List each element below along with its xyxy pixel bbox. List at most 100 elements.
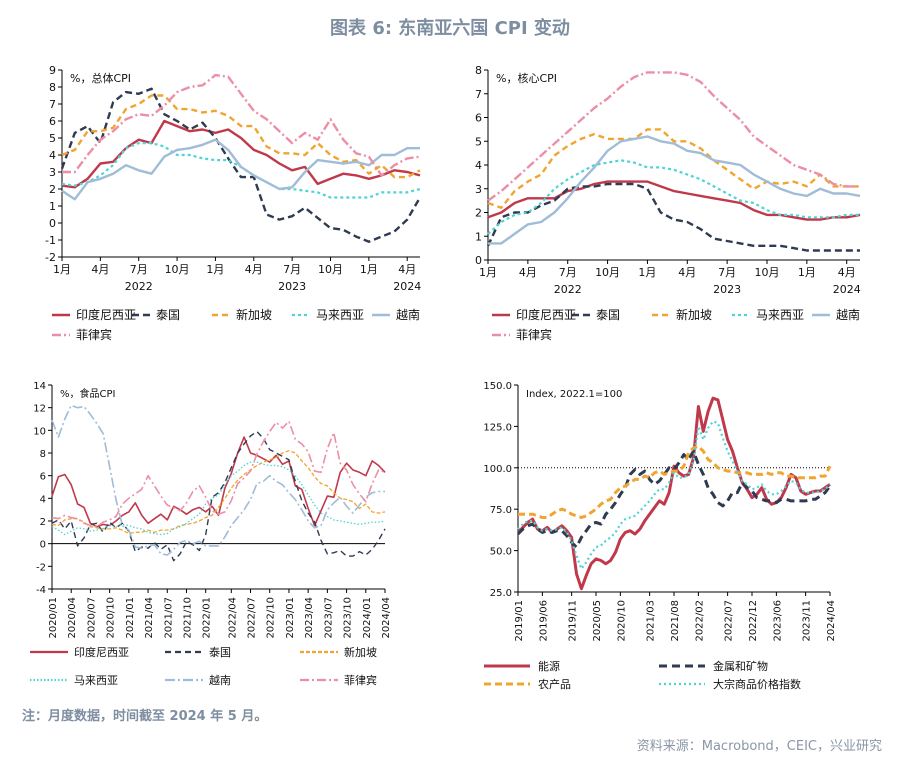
- x-tick-label: 2021/01: [125, 597, 136, 639]
- y-tick-label: 5: [49, 132, 56, 145]
- x-tick-label: 2022/04: [227, 597, 238, 639]
- y-tick-label: 7: [49, 98, 56, 111]
- y-axis-label: %，食品CPI: [60, 387, 115, 400]
- x-tick-label: 2023/10: [343, 597, 354, 639]
- y-tick-label: 25.0: [490, 588, 512, 599]
- year-label: 2024: [393, 280, 421, 293]
- x-tick-label: 10月: [755, 266, 780, 279]
- legend-label: 菲律宾: [516, 327, 552, 342]
- x-tick-label: 2022/07: [247, 597, 258, 639]
- y-tick-label: 2: [475, 207, 482, 220]
- year-label: 2022: [554, 283, 582, 296]
- y-tick-label: 3: [49, 166, 56, 179]
- x-tick-label: 10月: [595, 266, 620, 279]
- y-axis-label: Index, 2022.1=100: [526, 389, 622, 400]
- series-line-e88fb2e5be8be5aebe: [51, 420, 386, 528]
- year-label: 2024: [833, 283, 861, 296]
- x-tick-label: 2019/11: [568, 600, 579, 642]
- legend-label: 菲律宾: [344, 673, 377, 687]
- x-tick-label: 4月: [398, 263, 416, 276]
- x-tick-label: 4月: [91, 263, 109, 276]
- y-tick-label: 75.0: [490, 505, 512, 516]
- series-line-e5a4a7e5ae97e59586e59381e4bbb7e6a0bce68c87e695b0: [517, 420, 831, 570]
- year-label: 2022: [125, 280, 153, 293]
- legend-label: 新加坡: [344, 645, 377, 659]
- series-line-e696b0e58aa0e59da1: [61, 94, 421, 179]
- series-line-e88fb2e5be8be5aebe: [62, 73, 421, 177]
- page-title: 图表 6: 东南亚六国 CPI 变动: [330, 18, 570, 39]
- legend-label: 泰国: [156, 308, 180, 322]
- y-tick-label: 8: [40, 449, 46, 460]
- figure-source: 资料来源：Macrobond，CEIC，兴业研究: [636, 739, 882, 754]
- legend-label: 菲律宾: [76, 327, 112, 342]
- x-tick-label: 4月: [245, 263, 263, 276]
- y-tick-label: 2: [40, 517, 46, 528]
- x-tick-label: 2022/07: [724, 600, 735, 642]
- x-tick-label: 4月: [519, 266, 537, 279]
- y-tick-label: 0: [475, 254, 482, 267]
- x-tick-label: 2023/06: [772, 600, 783, 642]
- legend-label: 马来西亚: [74, 674, 118, 687]
- series-line-e58db0e5baa6e5b0bce8a5bfe4ba9a: [51, 436, 386, 528]
- y-tick-label: 6: [475, 112, 482, 125]
- y-tick-label: 125.0: [483, 422, 512, 433]
- y-tick-label: 7: [475, 88, 482, 101]
- y-tick-label: 4: [475, 159, 482, 172]
- y-tick-label: 150.0: [483, 381, 512, 392]
- x-tick-label: 2022/02: [694, 600, 705, 642]
- y-tick-label: 2: [49, 183, 56, 196]
- series-line-e6b3b0e59bbd: [60, 87, 422, 243]
- commodity-index-chart: 25.0 50.0 75.0 100.0 125.0 150.0 Index, 2022.1…: [483, 381, 837, 691]
- x-tick-label: 2020/10: [106, 597, 117, 639]
- x-tick-label: 1月: [479, 266, 497, 279]
- x-tick-label: 2022/01: [202, 597, 213, 639]
- y-axis-label: %，核心CPI: [496, 71, 557, 85]
- x-tick-label: 2020/04: [67, 597, 78, 639]
- legend-label: 大宗商品价格指数: [713, 677, 801, 691]
- legend-label: 农产品: [538, 677, 571, 691]
- x-tick-label: 2024/04: [381, 597, 392, 639]
- series-line-e6b3b0e59bbd: [486, 182, 860, 252]
- x-tick-label: 2020/10: [616, 600, 627, 642]
- x-tick-label: 2021/03: [646, 600, 657, 642]
- x-tick-label: 2022/12: [748, 600, 759, 642]
- legend-label: 印度尼西亚: [76, 307, 136, 322]
- x-tick-label: 2023/01: [285, 597, 296, 639]
- legend-label: 泰国: [209, 645, 231, 659]
- legend-label: 马来西亚: [316, 308, 364, 322]
- x-tick-label: 2023/11: [802, 600, 813, 642]
- series-line-e696b0e58aa0e59da1: [51, 450, 386, 535]
- x-tick-label: 7月: [559, 266, 577, 279]
- legend-label: 泰国: [596, 308, 620, 322]
- x-tick-label: 1月: [53, 263, 71, 276]
- series-line-e6b3b0e59bbd: [51, 430, 386, 562]
- series-line-e696b0e58aa0e59da1: [487, 128, 860, 210]
- legend-label: 马来西亚: [756, 308, 804, 322]
- y-tick-label: 10: [33, 426, 46, 437]
- x-tick-label: 1月: [638, 266, 656, 279]
- legend-label: 印度尼西亚: [74, 645, 129, 659]
- y-tick-label: 6: [40, 472, 46, 483]
- x-tick-label: 2021/08: [670, 600, 681, 642]
- y-tick-label: 8: [475, 64, 482, 77]
- x-tick-label: 1月: [360, 263, 378, 276]
- series-line-e8b68ae58d97: [51, 404, 385, 556]
- core-cpi-chart: 0 1 2 3 4 5 6 7 8 %，核心CPI 1月 4月 7月 10月 1月 4月 7月 10月 1月 4月 20…: [475, 64, 861, 342]
- y-tick-label: 9: [49, 64, 56, 77]
- y-tick-label: -2: [45, 251, 56, 264]
- x-tick-label: 2021/07: [163, 597, 174, 639]
- y-tick-label: -4: [36, 585, 46, 596]
- y-tick-label: 100.0: [483, 464, 512, 475]
- x-tick-label: 1月: [206, 263, 224, 276]
- x-tick-label: 2023/04: [304, 597, 315, 639]
- food-cpi-chart: -4 -2 0 2 4 6 8 10 12 14 %，食品CPI 2020/01 2020/04 2020…: [30, 381, 392, 687]
- series-line-e98791e5b19ee5928ce79fbfe789a9: [516, 449, 832, 549]
- y-tick-label: 3: [475, 183, 482, 196]
- legend-label: 印度尼西亚: [516, 307, 576, 322]
- x-tick-label: 4月: [678, 266, 696, 279]
- x-tick-label: 7月: [718, 266, 736, 279]
- x-tick-label: 2020/07: [86, 597, 97, 639]
- x-tick-label: 7月: [130, 263, 148, 276]
- legend-label: 越南: [209, 673, 231, 687]
- y-tick-label: 4: [40, 494, 46, 505]
